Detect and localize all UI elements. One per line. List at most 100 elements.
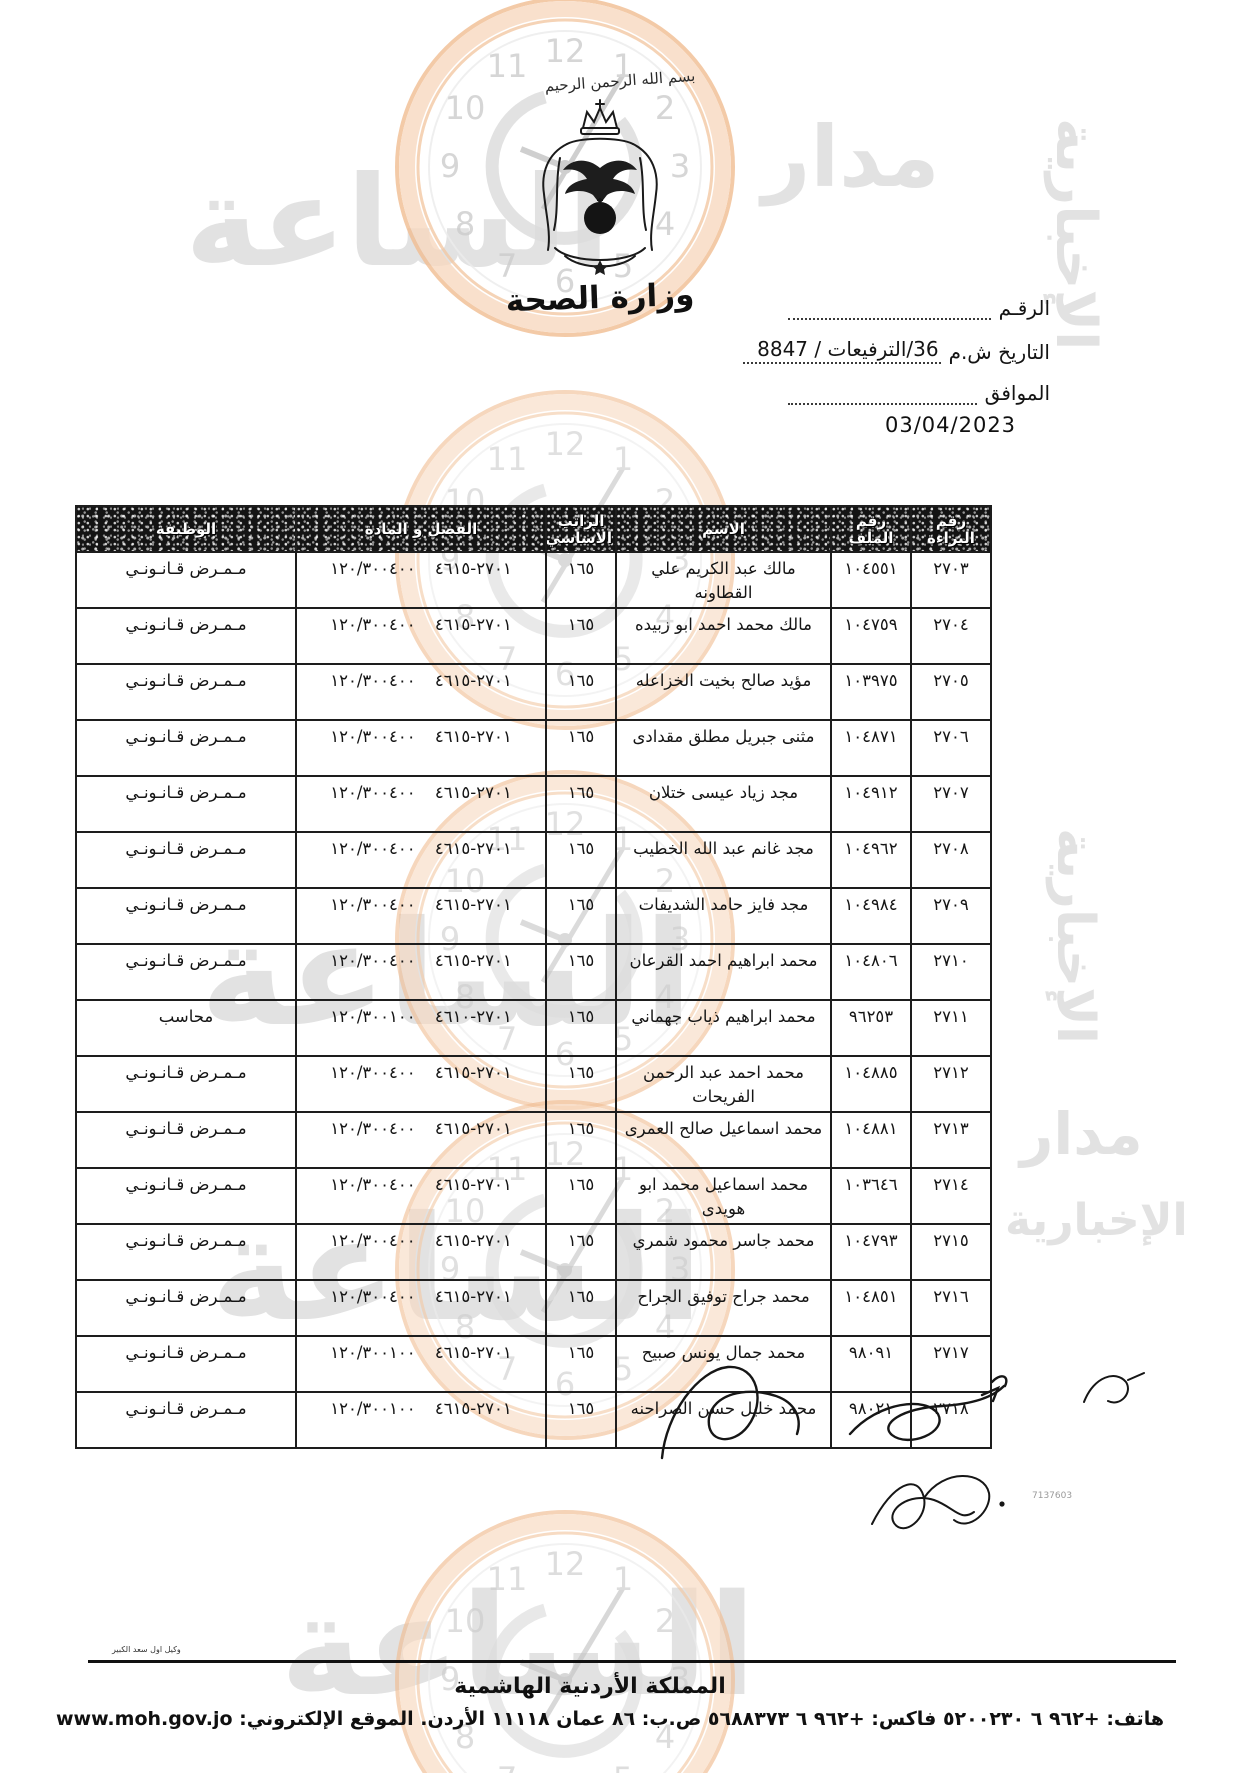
cell-job: مـمـرض قـانـونـي bbox=[75, 1335, 297, 1393]
cell-file: ١٠٣٦٤٦ bbox=[830, 1167, 912, 1225]
cell-chapter: ١٢٠/٣٠٠٤٠٠ ٤٦١٥-٢٧٠١ bbox=[295, 831, 547, 889]
cell-salary: ١٦٥ bbox=[545, 1391, 617, 1449]
header-basic-salary: الراتب الاساسي bbox=[545, 505, 617, 553]
cell-chapter: ١٢٠/٣٠٠٤٠٠ ٤٦١٥-٢٧٠١ bbox=[295, 1167, 547, 1225]
margin-initials bbox=[1083, 1372, 1145, 1404]
cell-job: مـمـرض قـانـونـي bbox=[75, 775, 297, 833]
cell-chapter: ١٢٠/٣٠٠١٠٠ ٤٦١٠-٢٧٠١ bbox=[295, 999, 547, 1057]
royal-crest-emblem bbox=[542, 99, 658, 275]
cell-chapter: ١٢٠/٣٠٠٤٠٠ ٤٦١٥-٢٧٠١ bbox=[295, 775, 547, 833]
cell-job: مـمـرض قـانـونـي bbox=[75, 1167, 297, 1225]
cell-decree: ٢٧٠٣ bbox=[910, 551, 992, 609]
cell-job: مـمـرض قـانـونـي bbox=[75, 1279, 297, 1337]
cell-file: ٩٨٠٩١ bbox=[830, 1335, 912, 1393]
crown-icon bbox=[581, 105, 619, 129]
cell-name: محمد اسماعيل محمد ابو هويدى bbox=[615, 1167, 832, 1225]
cell-job: مـمـرض قـانـونـي bbox=[75, 551, 297, 609]
cell-name: مجد فايز حامد الشديفات bbox=[615, 887, 832, 945]
header-name: الاسم bbox=[615, 505, 832, 553]
table-row: ٢٧٠٨ ١٠٤٩٦٢ مجد غانم عبد الله الخطيب ١٦٥ ١٢٠… bbox=[75, 831, 992, 889]
reference-block: الرقـم التاريخ ش.م 36/الترفيعات / 8847 ا… bbox=[743, 296, 1050, 422]
cell-name: مالك محمد احمد ابو زبيده bbox=[615, 607, 832, 665]
cell-decree: ٢٧٠٨ bbox=[910, 831, 992, 889]
agent-note-text: وكيل اول سعد الكبير bbox=[112, 1645, 181, 1654]
cell-salary: ١٦٥ bbox=[545, 1279, 617, 1337]
cell-salary: ١٦٥ bbox=[545, 1167, 617, 1225]
cell-decree: ٢٧١٥ bbox=[910, 1223, 992, 1281]
table-row: ٢٧٠٥ ١٠٣٩٧٥ مؤيد صالح بخيت الخزاعله ١٦٥ ١٢٠/… bbox=[75, 663, 992, 721]
cell-job: مـمـرض قـانـونـي bbox=[75, 719, 297, 777]
cell-file: ١٠٤٩٨٤ bbox=[830, 887, 912, 945]
cell-name: مالك عبد الكريم علي القطاونه bbox=[615, 551, 832, 609]
footer-divider-line bbox=[88, 1660, 1176, 1663]
cell-chapter: ١٢٠/٣٠٠٤٠٠ ٤٦١٥-٢٧٠١ bbox=[295, 1055, 547, 1113]
table-row: ٢٧١٣ ١٠٤٨٨١ محمد اسماعيل صالح العمرى ١٦٥ ١٢٠… bbox=[75, 1111, 992, 1169]
cell-name: محمد ابراهيم احمد القرعان bbox=[615, 943, 832, 1001]
cell-name: محمد ابراهيم ذياب جهماني bbox=[615, 999, 832, 1057]
header-file-number: رقم الملف bbox=[830, 505, 912, 553]
cell-job: مـمـرض قـانـونـي bbox=[75, 663, 297, 721]
cell-name: محمد اسماعيل صالح العمرى bbox=[615, 1111, 832, 1169]
footer-signature bbox=[871, 1475, 1005, 1530]
reference-date-row: التاريخ ش.م 36/الترفيعات / 8847 bbox=[743, 337, 1050, 364]
reference-corresponding-label: الموافق bbox=[984, 381, 1050, 405]
cell-name: مؤيد صالح بخيت الخزاعله bbox=[615, 663, 832, 721]
cell-salary: ١٦٥ bbox=[545, 943, 617, 1001]
cell-file: ١٠٤٨٠٦ bbox=[830, 943, 912, 1001]
mantle-left bbox=[542, 143, 568, 251]
table-row: ٢٧١١ ٩٦٢٥٣ محمد ابراهيم ذياب جهماني ١٦٥ ١٢٠/… bbox=[75, 999, 992, 1057]
cell-job: مـمـرض قـانـونـي bbox=[75, 887, 297, 945]
cell-job: محاسب bbox=[75, 999, 297, 1057]
cell-chapter: ١٢٠/٣٠٠٤٠٠ ٤٦١٥-٢٧٠١ bbox=[295, 1111, 547, 1169]
cell-file: ١٠٤٨٥١ bbox=[830, 1279, 912, 1337]
globe-icon bbox=[584, 202, 616, 234]
watermark-word-akhbariya-top-right: الإخبارية bbox=[1043, 118, 1108, 351]
cell-file: ٩٦٢٥٣ bbox=[830, 999, 912, 1057]
cell-decree: ٢٧١٢ bbox=[910, 1055, 992, 1113]
cell-salary: ١٦٥ bbox=[545, 607, 617, 665]
cell-salary: ١٦٥ bbox=[545, 1111, 617, 1169]
footer-contact-line: هاتف: +٩٦٢ ٦ ٥٢٠٠٢٣٠ فاكس: +٩٦٢ ٦ ٥٦٨٨٣٧… bbox=[55, 1708, 1164, 1730]
cell-chapter: ١٢٠/٣٠٠١٠٠ ٤٦١٥-٢٧٠١ bbox=[295, 1335, 547, 1393]
cell-job: مـمـرض قـانـونـي bbox=[75, 1111, 297, 1169]
cell-file: ١٠٤٥٥١ bbox=[830, 551, 912, 609]
cell-file: ١٠٤٩١٢ bbox=[830, 775, 912, 833]
table-row: ٢٧٠٧ ١٠٤٩١٢ مجد زياد عيسى ختلان ١٦٥ ١٢٠/٣٠٠٤… bbox=[75, 775, 992, 833]
table-body: ٢٧٠٣ ١٠٤٥٥١ مالك عبد الكريم علي القطاونه ١٦… bbox=[75, 551, 992, 1449]
mantle-right-fold bbox=[639, 157, 647, 231]
cell-job: مـمـرض قـانـونـي bbox=[75, 1391, 297, 1449]
reference-number-label: الرقـم bbox=[998, 296, 1050, 320]
cell-salary: ١٦٥ bbox=[545, 887, 617, 945]
clock-watermark-5 bbox=[390, 1505, 740, 1773]
cell-decree: ٢٧١٦ bbox=[910, 1279, 992, 1337]
table-row: ٢٧٠٩ ١٠٤٩٨٤ مجد فايز حامد الشديفات ١٦٥ ١٢٠/٣… bbox=[75, 887, 992, 945]
star-ornament bbox=[592, 260, 608, 275]
globe-cross bbox=[597, 198, 603, 202]
cell-decree: ٢٧١٤ bbox=[910, 1167, 992, 1225]
reference-corresponding-blank-line bbox=[788, 383, 977, 405]
table-row: ٢٧٠٣ ١٠٤٥٥١ مالك عبد الكريم علي القطاونه ١٦… bbox=[75, 551, 992, 609]
kingdom-name-calligraphy: المملكة الأردنية الهاشمية bbox=[454, 1674, 726, 1699]
reference-date-value: 36/الترفيعات / 8847 bbox=[743, 337, 941, 364]
table-row: ٢٧١٤ ١٠٣٦٤٦ محمد اسماعيل محمد ابو هويدى ١٦٥… bbox=[75, 1167, 992, 1225]
mantle-left-fold bbox=[553, 157, 561, 231]
table-row: ٢٧١٦ ١٠٤٨٥١ محمد جراح توفيق الجراح ١٦٥ ١٢٠/٣… bbox=[75, 1279, 992, 1337]
cell-decree: ٢٧١٣ bbox=[910, 1111, 992, 1169]
table-row: ٢٧١٠ ١٠٤٨٠٦ محمد ابراهيم احمد القرعان ١٦٥ ١٢… bbox=[75, 943, 992, 1001]
cell-chapter: ١٢٠/٣٠٠٤٠٠ ٤٦١٥-٢٧٠١ bbox=[295, 887, 547, 945]
cell-name: مثنى جبريل مطلق مقدادى bbox=[615, 719, 832, 777]
cell-file: ١٠٤٧٥٩ bbox=[830, 607, 912, 665]
table-row: ٢٧١٢ ١٠٤٨٨٥ محمد احمد عبد الرحمن الفريحات ١… bbox=[75, 1055, 992, 1113]
cell-chapter: ١٢٠/٣٠٠٤٠٠ ٤٦١٥-٢٧٠١ bbox=[295, 719, 547, 777]
watermark-word-akhbariya-bottom-right: الإخبارية bbox=[1005, 1195, 1188, 1246]
cell-decree: ٢٧٠٤ bbox=[910, 607, 992, 665]
cell-chapter: ١٢٠/٣٠٠١٠٠ ٤٦١٥-٢٧٠١ bbox=[295, 1391, 547, 1449]
cell-decree: ٢٧١٠ bbox=[910, 943, 992, 1001]
promotions-table: رقم البراءة رقم الملف الاسم الراتب الاسا… bbox=[75, 505, 992, 1449]
cell-job: مـمـرض قـانـونـي bbox=[75, 607, 297, 665]
cell-decree: ٢٧٠٩ bbox=[910, 887, 992, 945]
cell-name: محمد جاسر محمود شمري bbox=[615, 1223, 832, 1281]
cell-chapter: ١٢٠/٣٠٠٤٠٠ ٤٦١٥-٢٧٠١ bbox=[295, 943, 547, 1001]
reference-corresponding-row: الموافق bbox=[788, 381, 1050, 405]
